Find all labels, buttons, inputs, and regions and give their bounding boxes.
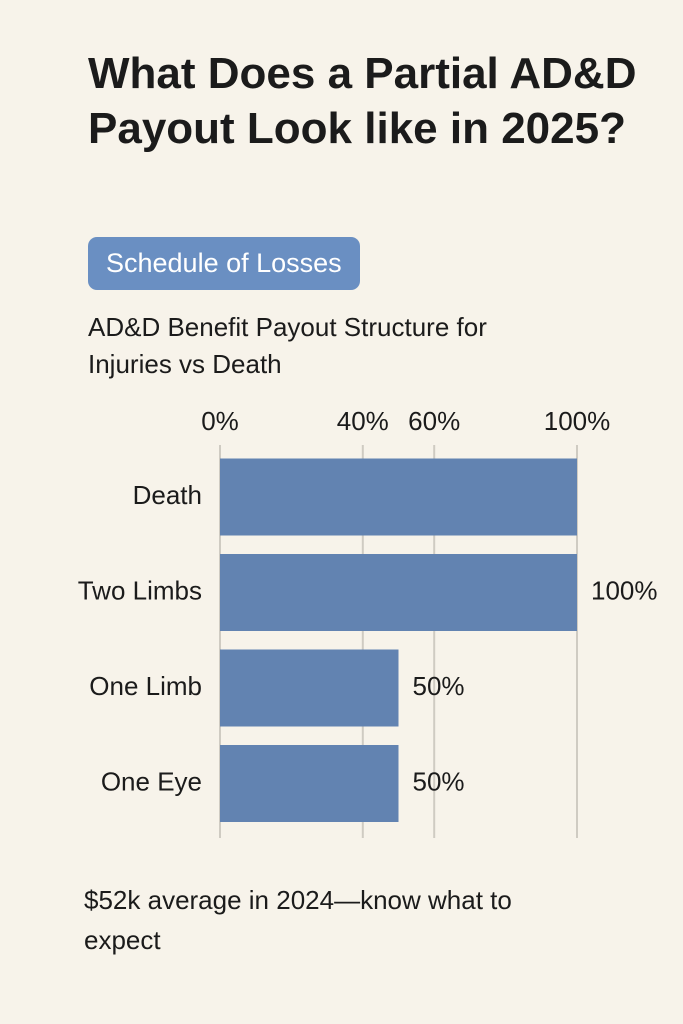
- bar: [220, 554, 577, 631]
- y-tick-label: One Limb: [89, 671, 202, 701]
- x-tick-label: 0%: [201, 406, 239, 436]
- y-tick-label: Death: [133, 480, 202, 510]
- y-tick-label: Two Limbs: [78, 575, 202, 605]
- y-tick-label: One Eye: [101, 766, 202, 796]
- x-tick-label: 40%: [337, 406, 389, 436]
- bar: [220, 649, 399, 727]
- x-tick-label: 60%: [408, 406, 460, 436]
- x-tick-label: 100%: [544, 406, 611, 436]
- bar: [220, 458, 577, 536]
- subtitle: AD&D Benefit Payout Structure for Injuri…: [88, 312, 487, 379]
- value-label: 50%: [413, 766, 465, 796]
- value-label: 50%: [413, 671, 465, 701]
- title: What Does a Partial AD&D Payout Look lik…: [88, 49, 637, 153]
- bar: [220, 745, 399, 822]
- footnote: $52k average in 2024—know what to expect: [84, 885, 512, 955]
- badge: Schedule of Losses: [88, 237, 360, 290]
- value-label: 100%: [591, 575, 658, 605]
